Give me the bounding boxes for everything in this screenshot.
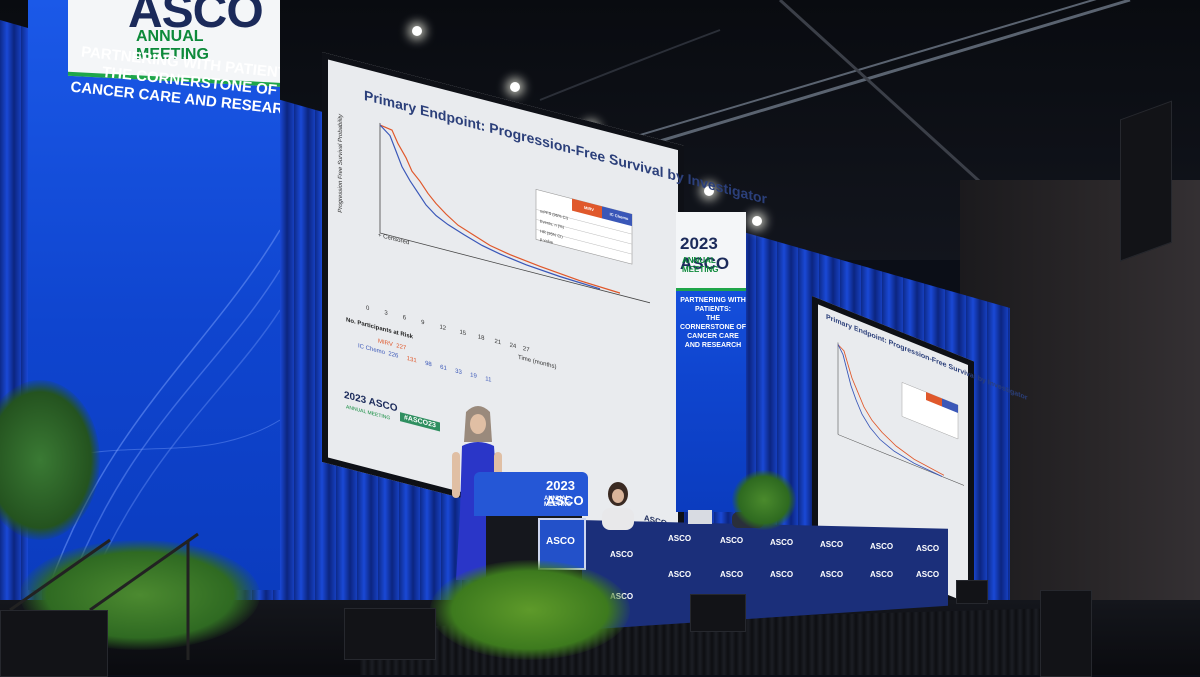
risk-value: 11 xyxy=(485,376,492,384)
asco-logo: 2023 ASCO xyxy=(680,234,730,273)
spotlight xyxy=(412,26,422,36)
podium-sub: ANNUAL MEETING xyxy=(544,496,572,508)
stage-monitor xyxy=(0,610,108,677)
tagline-line: THE CORNERSTONE OF xyxy=(680,315,746,331)
asco-mark: ASCO xyxy=(916,544,940,553)
km-plot xyxy=(379,122,650,304)
legend-row: Events, n (%) xyxy=(540,218,565,230)
stage-monitor xyxy=(344,608,436,660)
asco-logo: ASCO xyxy=(128,0,264,38)
asco-mark: ASCO xyxy=(720,536,744,545)
plant xyxy=(0,380,100,540)
x-tick: 3 xyxy=(384,310,388,317)
panelist xyxy=(602,482,634,530)
podium-sign: ASCO xyxy=(538,518,586,570)
asco-mark: ASCO xyxy=(668,570,692,579)
risk-row-ic-chemo: IC Chemo 226 131 98 61 33 19 11 xyxy=(358,343,491,384)
asco-mark: ASCO xyxy=(610,550,634,559)
podium-sign-text: ASCO xyxy=(546,536,575,547)
x-tick: 0 xyxy=(366,305,370,313)
risk-label: MIRV xyxy=(378,338,393,349)
main-slide-screen: Primary Endpoint: Progression-Free Survi… xyxy=(322,52,767,556)
line-array-speaker xyxy=(1120,100,1172,262)
risk-value: 226 xyxy=(388,351,399,360)
spotlight xyxy=(752,216,762,226)
asco-mark: ASCO xyxy=(770,538,794,547)
risk-value: 227 xyxy=(396,343,407,352)
banner-tagline: PARTNERING WITH PATIENTS: THE CORNERSTON… xyxy=(680,296,746,350)
asco-mark: ASCO xyxy=(770,570,794,579)
stair-railing xyxy=(9,532,199,660)
podium-logo: 2023 ASCO xyxy=(546,478,584,508)
asco-mark: ASCO xyxy=(870,542,894,551)
podium-top: 2023 ASCO ANNUAL MEETING xyxy=(474,472,588,516)
risk-value: 98 xyxy=(425,360,432,369)
risk-value: 33 xyxy=(455,368,462,377)
y-axis-label: Progression Free Survival Probability xyxy=(338,113,344,214)
risk-value: 131 xyxy=(406,355,417,365)
asco-mark: ASCO xyxy=(820,570,844,579)
stage-monitor xyxy=(1040,590,1092,677)
plant xyxy=(430,560,630,660)
hashtag-badge: #ASCO23 xyxy=(400,412,440,432)
banner-logo-sub: ANNUAL MEETING xyxy=(682,256,719,274)
tagline-line: CANCER CARE AND RESEARCH xyxy=(684,333,742,349)
asco-mark: ASCO xyxy=(870,570,894,579)
lighting-truss xyxy=(539,0,1131,202)
spotlight xyxy=(510,82,520,92)
asco-mark: ASCO xyxy=(916,570,940,579)
banner-logo-sub: ANNUAL MEETING xyxy=(136,28,209,63)
risk-value: 19 xyxy=(470,372,477,381)
banner-logo-band xyxy=(676,212,746,291)
stage-monitor xyxy=(690,594,746,632)
plant xyxy=(732,470,796,530)
right-slide-screen: Primary Endpoint: Progression-Free Survi… xyxy=(812,296,1028,612)
asco-mark: ASCO xyxy=(720,570,744,579)
middle-banner: 2023 ASCO ANNUAL MEETING PARTNERING WITH… xyxy=(676,212,746,512)
asco-mark: ASCO xyxy=(820,540,844,549)
km-plot-small xyxy=(837,342,964,486)
risk-value: 61 xyxy=(440,364,447,373)
x-tick: 9 xyxy=(421,319,425,327)
x-tick: 6 xyxy=(402,314,407,322)
asco-mark: ASCO xyxy=(668,534,692,543)
tagline-line: PARTNERING WITH PATIENTS: xyxy=(680,297,746,313)
spotlight xyxy=(704,186,714,196)
stage-monitor xyxy=(956,580,988,604)
laptop xyxy=(688,510,712,524)
